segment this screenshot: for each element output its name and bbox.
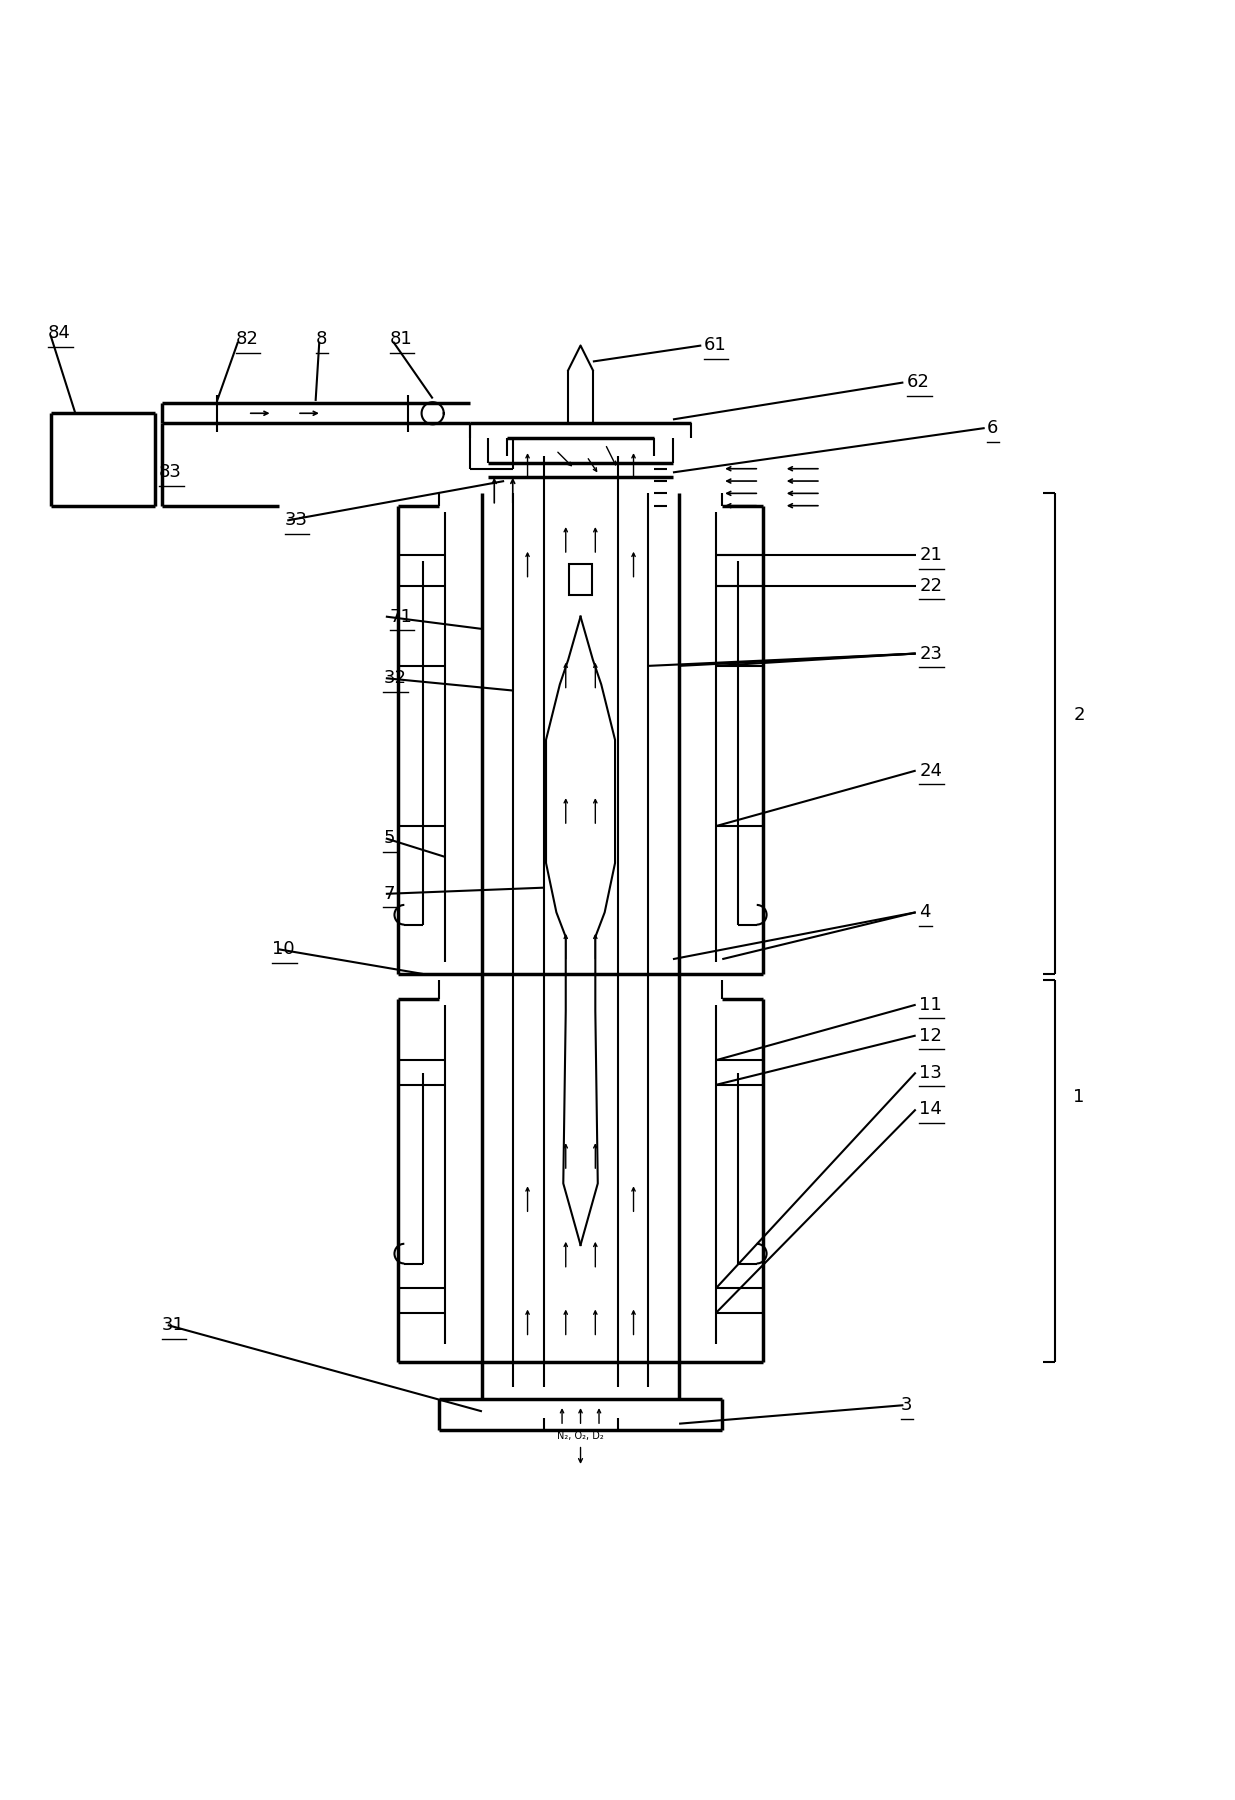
Text: 71: 71 [389, 608, 412, 626]
Text: 11: 11 [919, 995, 942, 1013]
Text: 7: 7 [383, 886, 395, 904]
Bar [569, 563, 592, 596]
Text: 10: 10 [273, 940, 295, 958]
Text: 62: 62 [906, 373, 930, 391]
Text: 12: 12 [919, 1026, 942, 1044]
Text: 5: 5 [383, 830, 395, 848]
Text: 2: 2 [1073, 706, 1084, 724]
Text: 8: 8 [316, 331, 327, 349]
Text: 14: 14 [919, 1100, 942, 1118]
Text: 6: 6 [987, 419, 999, 437]
Text: 4: 4 [919, 904, 931, 922]
Text: 82: 82 [236, 331, 258, 349]
Text: 24: 24 [919, 761, 942, 779]
Text: 32: 32 [383, 670, 406, 688]
Text: 31: 31 [162, 1316, 184, 1334]
Text: N₂, O₂, D₂: N₂, O₂, D₂ [557, 1431, 604, 1442]
Text: 3: 3 [900, 1397, 913, 1415]
Text: 83: 83 [159, 463, 182, 481]
Text: 81: 81 [389, 331, 412, 349]
Text: 1: 1 [1073, 1089, 1084, 1107]
Text: 23: 23 [919, 644, 942, 662]
Text: 33: 33 [285, 511, 308, 529]
Text: 84: 84 [48, 324, 72, 342]
Text: 61: 61 [704, 337, 726, 355]
Text: 22: 22 [919, 576, 942, 594]
Text: 21: 21 [919, 545, 942, 563]
Text: 13: 13 [919, 1064, 942, 1082]
